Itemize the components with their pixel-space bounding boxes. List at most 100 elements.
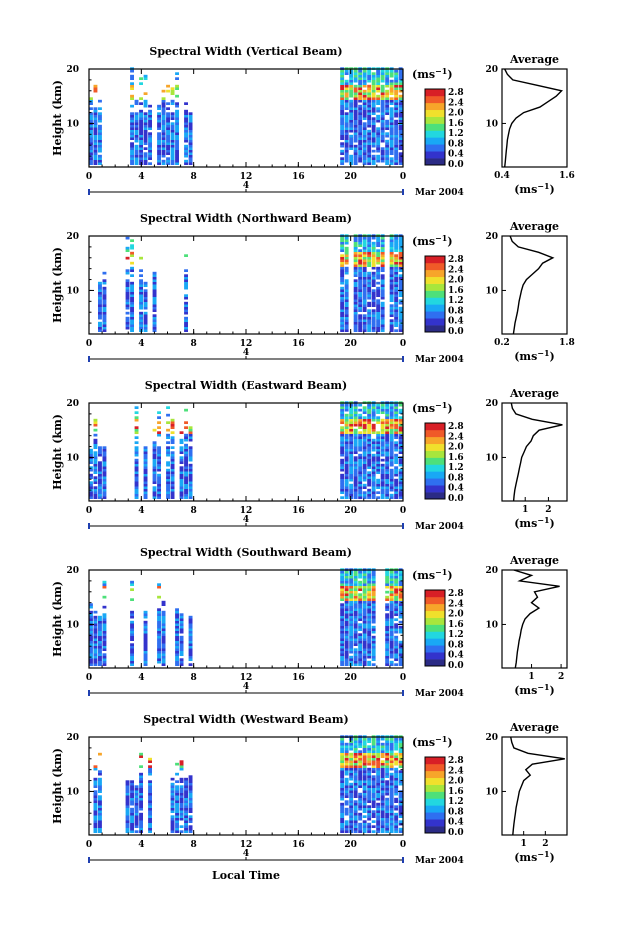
heatmap-cell <box>371 244 376 247</box>
heatmap-cell <box>389 134 394 138</box>
heatmap-cell <box>143 463 148 467</box>
heatmap-cell <box>394 595 399 599</box>
heatmap-cell <box>340 790 345 793</box>
heatmap-cell <box>139 825 143 828</box>
heatmap-cell <box>362 610 367 614</box>
heatmap-cell <box>102 281 107 285</box>
heatmap-cell <box>394 655 399 659</box>
heatmap-cell <box>385 762 390 766</box>
heatmap-cell <box>134 481 139 484</box>
heatmap-cell <box>340 286 345 290</box>
colorbar-tick-label: 2.8 <box>448 422 464 432</box>
heatmap-cell <box>385 653 390 656</box>
heatmap-cell <box>358 271 363 275</box>
y-tick-label: 10 <box>66 620 79 630</box>
heatmap-cell <box>362 590 367 594</box>
heatmap-cell <box>179 628 184 631</box>
heatmap-cell <box>385 603 390 606</box>
heatmap-cell <box>344 800 349 803</box>
heatmap-cell <box>93 645 98 649</box>
heatmap-cell <box>130 152 134 155</box>
heatmap-cell <box>353 820 358 823</box>
heatmap-cell <box>148 142 152 145</box>
heatmap-cell <box>362 137 367 140</box>
heatmap-cell <box>340 653 345 656</box>
heatmap-cell <box>349 807 354 811</box>
heatmap-cell <box>139 304 143 307</box>
x-tick-label: 4 <box>138 673 144 683</box>
heatmap-cell <box>380 306 385 310</box>
heatmap-cell <box>139 109 143 113</box>
heatmap-cell <box>367 797 372 801</box>
heatmap-cell <box>376 291 381 295</box>
heatmap-cell <box>340 149 345 153</box>
heatmap-cell <box>385 82 390 85</box>
heatmap-cell <box>398 595 403 599</box>
heatmap-cell <box>385 461 390 464</box>
heatmap-cell <box>349 493 354 497</box>
heatmap-cell <box>344 660 349 664</box>
heatmap-cell <box>340 583 345 586</box>
heatmap-cell <box>179 458 184 462</box>
heatmap-cell <box>157 620 161 624</box>
heatmap-cell <box>371 241 376 245</box>
heatmap-cell <box>102 316 107 320</box>
colorbar-unit: (ms−1) <box>412 567 453 582</box>
heatmap-cell <box>349 825 354 828</box>
heatmap-cell <box>376 468 381 472</box>
heatmap-cell <box>93 496 98 499</box>
heatmap-cell <box>362 458 367 462</box>
heatmap-cell <box>371 463 376 467</box>
heatmap-cell <box>371 752 376 756</box>
heatmap-cell <box>157 127 161 130</box>
heatmap-cell <box>362 820 367 823</box>
heatmap-cell <box>93 89 98 93</box>
colorbar-swatch <box>425 812 445 820</box>
heatmap-cell <box>166 144 170 148</box>
heatmap-cell <box>398 119 403 123</box>
heatmap-cell <box>93 660 98 664</box>
heatmap-cell <box>157 650 161 654</box>
heatmap-cell <box>389 481 394 484</box>
heatmap-cell <box>93 466 98 469</box>
heatmap-cell <box>367 132 372 135</box>
heatmap-cell <box>398 775 403 778</box>
heatmap-cell <box>98 827 102 831</box>
colorbar-tick-label: 1.2 <box>448 797 464 807</box>
heatmap-cell <box>184 830 188 833</box>
heatmap-cell <box>344 104 349 108</box>
heatmap-cell <box>143 643 148 646</box>
heatmap-cell <box>385 580 390 584</box>
heatmap-cell <box>93 797 98 801</box>
heatmap-cell <box>358 488 363 492</box>
heatmap-cell <box>89 638 93 641</box>
profile-title: Average <box>509 721 559 734</box>
heatmap-cell <box>188 483 193 487</box>
heatmap-cell <box>398 628 403 631</box>
heatmap-cell <box>175 77 179 80</box>
heatmap-cell <box>98 114 102 118</box>
heatmap-cell <box>367 246 372 250</box>
heatmap-cell <box>353 588 358 591</box>
heatmap-cell <box>175 137 179 140</box>
heatmap-cell <box>367 94 372 98</box>
heatmap-cell <box>358 316 363 320</box>
heatmap-cell <box>385 742 390 746</box>
heatmap-cell <box>134 820 139 823</box>
heatmap-cell <box>188 456 193 459</box>
heatmap-cell <box>371 493 376 497</box>
heatmap-cell <box>340 281 345 285</box>
heatmap-cell <box>184 122 188 125</box>
heatmap-cell <box>353 294 358 297</box>
heatmap-cell <box>389 291 394 295</box>
heatmap-cell <box>93 785 98 788</box>
heatmap-cell <box>371 638 376 641</box>
heatmap-cell <box>398 112 403 115</box>
heatmap-cell <box>358 742 363 746</box>
heatmap-cell <box>93 663 98 666</box>
heatmap-cell <box>367 254 372 257</box>
heatmap-cell <box>148 790 152 793</box>
heatmap-cell <box>358 603 363 606</box>
heatmap-cell <box>143 650 148 654</box>
colorbar-swatch <box>425 304 445 312</box>
